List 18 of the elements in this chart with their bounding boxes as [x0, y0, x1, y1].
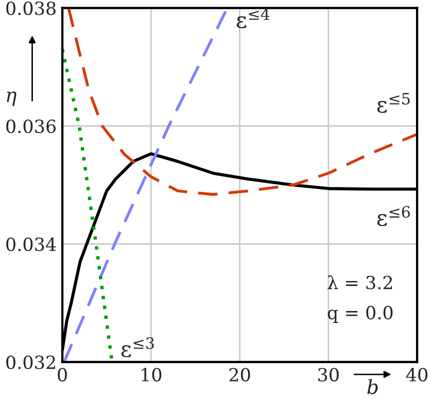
x-tick-label: 10 — [142, 368, 162, 382]
y-axis-title: η — [6, 91, 16, 106]
x-axis-title: b — [367, 379, 378, 394]
y-tick-label: 0.036 — [6, 119, 56, 134]
y-tick-label: 0.034 — [6, 237, 56, 252]
series-label: ε$^{≤5}$ — [377, 93, 410, 113]
x-tick-label: 40 — [406, 368, 428, 382]
series-label: ε$^{≤6}$ — [377, 206, 410, 226]
series-label: ε$^{≤3}$ — [121, 337, 154, 358]
y-tick-label: 0.038 — [6, 1, 56, 16]
annotation: q = 0.0 — [328, 306, 393, 323]
annotation: λ = 3.2 — [328, 275, 392, 290]
line-series — [67, 8, 418, 196]
x-tick-label: 0 — [58, 368, 67, 382]
x-tick-label: 30 — [318, 368, 339, 382]
y-tick-label: 0.032 — [6, 355, 56, 370]
x-tick-label: 20 — [229, 368, 250, 382]
series-label: ε$^{≤4}$ — [236, 8, 270, 28]
